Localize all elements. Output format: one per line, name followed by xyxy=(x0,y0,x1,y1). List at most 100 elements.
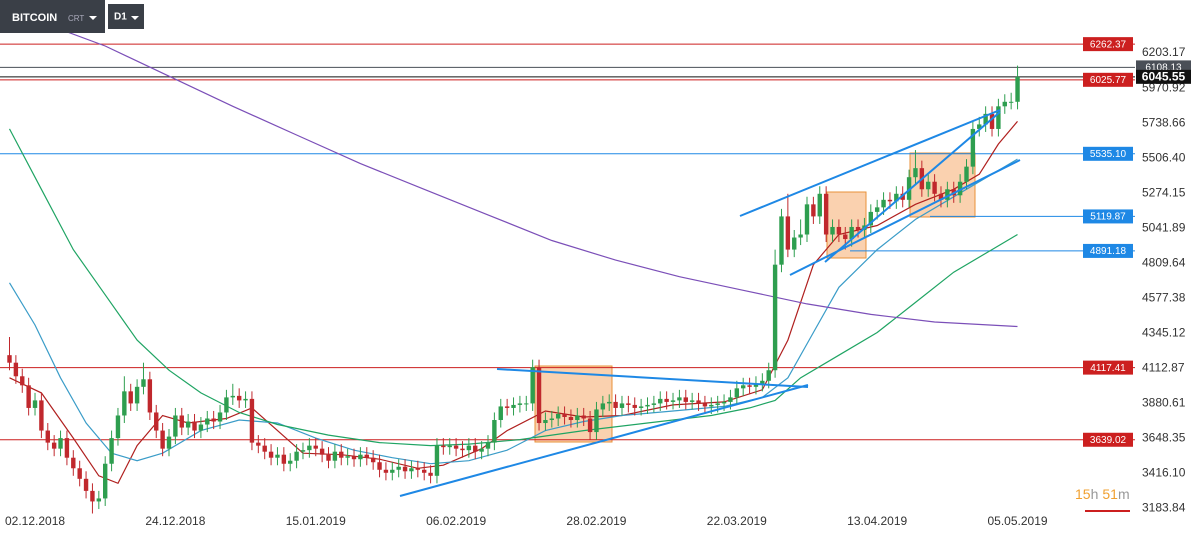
candle-body xyxy=(307,445,312,451)
x-tick-label: 22.03.2019 xyxy=(707,514,767,528)
candle-body xyxy=(198,424,204,431)
y-tick-label: 4577.38 xyxy=(1142,290,1186,304)
x-tick-label: 13.04.2019 xyxy=(847,514,907,528)
y-tick-label: 4809.64 xyxy=(1142,255,1186,269)
trend-line xyxy=(824,111,1001,263)
candle-body xyxy=(600,403,606,410)
instrument-name: BITCOIN xyxy=(12,12,57,24)
candle-body xyxy=(71,457,76,469)
candle-body xyxy=(492,420,497,443)
candle-body xyxy=(524,403,529,405)
candle-body xyxy=(51,442,57,449)
candle-body xyxy=(906,177,912,200)
candle-body xyxy=(185,421,191,428)
trend-line xyxy=(739,109,1001,217)
candle-body xyxy=(313,445,318,449)
candle-body xyxy=(166,436,172,449)
candle-body xyxy=(224,397,229,413)
candle-body xyxy=(568,416,574,421)
candle-body xyxy=(709,404,714,407)
candle-body xyxy=(498,406,503,421)
candle-body xyxy=(441,445,446,448)
candle-body xyxy=(964,166,969,182)
candle-body xyxy=(766,370,771,381)
timeframe: D1 xyxy=(114,12,127,23)
candle-body xyxy=(154,412,159,431)
candle-body xyxy=(479,448,484,452)
candle-body xyxy=(332,451,338,461)
level-label-box xyxy=(1083,432,1133,447)
candle-body xyxy=(396,466,401,470)
candle-body xyxy=(804,204,810,235)
level-label: 6262.37 xyxy=(1090,39,1127,50)
level-label-box xyxy=(1083,360,1133,375)
candle-body xyxy=(517,403,523,405)
candle-body xyxy=(64,438,70,458)
candle-body xyxy=(645,404,650,407)
candle-body xyxy=(115,415,121,439)
candle-body xyxy=(256,442,261,446)
candle-body xyxy=(849,226,854,240)
candle-body xyxy=(792,237,797,250)
candle-body xyxy=(390,469,395,473)
trend-line xyxy=(399,384,809,497)
level-label: 5535.10 xyxy=(1090,149,1127,160)
trend-line xyxy=(496,368,809,388)
candle-body xyxy=(970,128,976,167)
candle-body xyxy=(32,400,38,408)
indicator-line xyxy=(60,28,1018,328)
candle-body xyxy=(179,415,184,428)
y-tick-label: 4345.12 xyxy=(1142,325,1186,339)
candle-body xyxy=(339,451,344,458)
candle-body xyxy=(670,400,676,402)
candle-body xyxy=(1008,101,1014,103)
candle-body xyxy=(894,193,899,202)
candle-body xyxy=(817,193,822,217)
instrument-kind: CRT xyxy=(68,14,84,23)
candle-body xyxy=(415,468,421,470)
x-tick-label: 28.02.2019 xyxy=(566,514,626,528)
level-label-box xyxy=(1083,243,1133,258)
candle-body xyxy=(345,456,350,458)
candle-body xyxy=(562,413,567,417)
candle-body xyxy=(7,355,12,363)
countdown-part: 51 xyxy=(1102,486,1118,502)
candle-body xyxy=(370,457,376,463)
x-tick-label: 15.01.2019 xyxy=(286,514,346,528)
candle-body xyxy=(626,403,631,405)
y-tick-label: 3183.84 xyxy=(1142,501,1186,515)
candle-body xyxy=(96,498,102,502)
candle-body xyxy=(281,454,287,464)
candle-body xyxy=(664,398,669,402)
candle-body xyxy=(549,418,554,421)
candle-body xyxy=(734,388,740,398)
y-tick-label: 3416.10 xyxy=(1142,466,1186,480)
candle-body xyxy=(753,383,759,387)
level-label-box xyxy=(1083,146,1133,161)
x-tick-label: 05.05.2019 xyxy=(988,514,1048,528)
candle-body xyxy=(772,264,778,371)
level-label: 6108.13 xyxy=(1145,63,1182,74)
candle-body xyxy=(1002,101,1007,107)
candle-body xyxy=(887,199,893,202)
y-tick-label: 3648.35 xyxy=(1142,431,1186,445)
x-tick-label: 06.02.2019 xyxy=(426,514,486,528)
candle-body xyxy=(702,403,708,407)
trend-line xyxy=(789,159,1021,276)
candle-body xyxy=(422,469,427,473)
instrument-selector[interactable] xyxy=(0,0,105,33)
candle-body xyxy=(689,400,695,402)
candle-body xyxy=(473,445,478,452)
y-tick-label: 5274.15 xyxy=(1142,185,1186,199)
candle-body xyxy=(747,385,752,387)
candle-body xyxy=(683,397,688,402)
dropdown-arrow xyxy=(131,16,139,20)
candle-body xyxy=(141,379,146,387)
candle-body xyxy=(160,430,165,449)
candle-body xyxy=(511,404,516,408)
candle-body xyxy=(658,398,663,404)
level-label: 6045.55 xyxy=(1142,70,1186,84)
candle-body xyxy=(243,398,248,401)
